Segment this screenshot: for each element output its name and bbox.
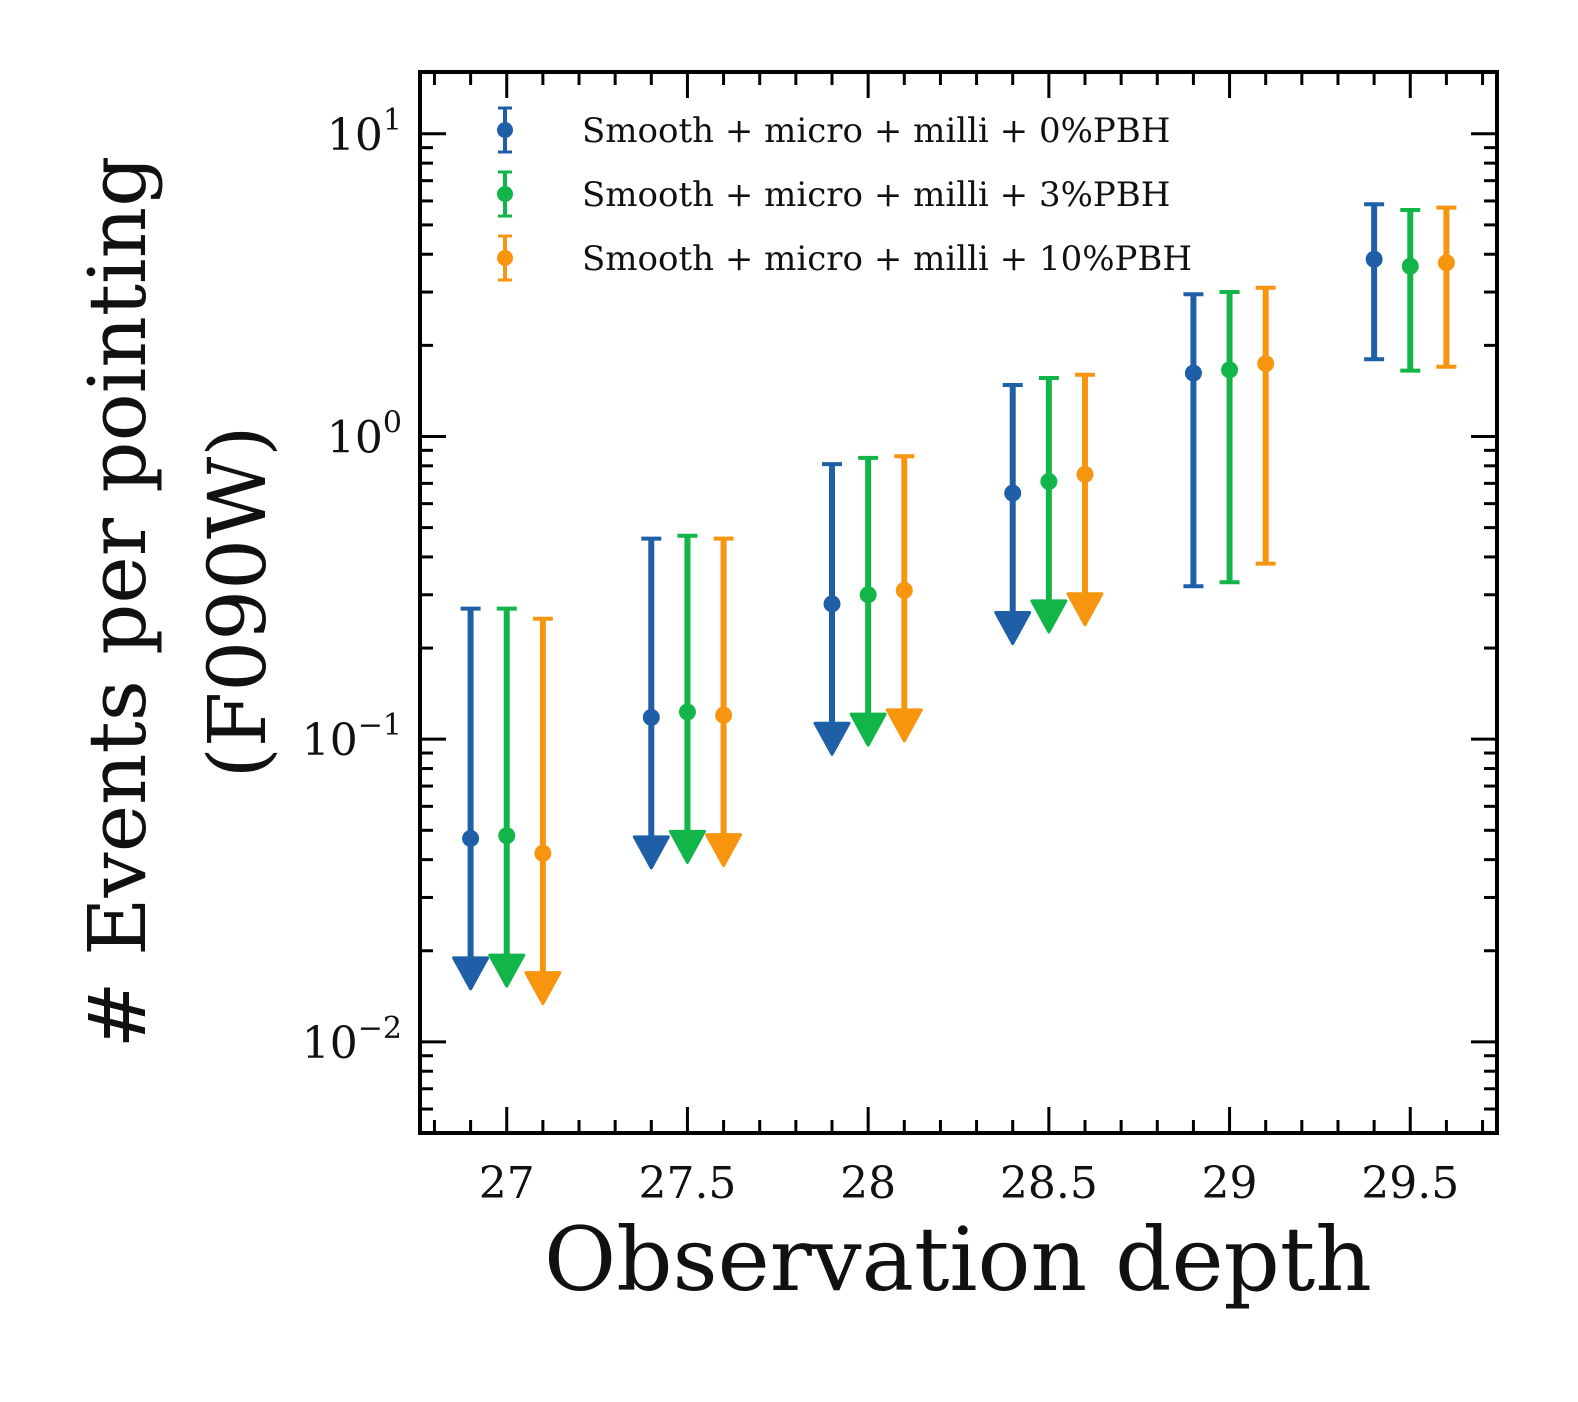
legend-label: Smooth + micro + milli + 0%PBH <box>582 111 1170 151</box>
upper-limit-arrow <box>452 956 490 991</box>
data-point <box>1437 254 1455 272</box>
legend-label: Smooth + micro + milli + 3%PBH <box>582 175 1170 215</box>
series-1 <box>488 208 1421 988</box>
data-point <box>1401 257 1419 275</box>
upper-limit-arrow <box>994 611 1032 646</box>
data-point <box>1184 364 1202 382</box>
x-tick-labels: 27 27.5 28 28.5 29 29.5 <box>479 1158 1460 1209</box>
upper-limit-arrow <box>488 953 526 988</box>
data-point <box>895 581 913 599</box>
data-point <box>823 595 841 613</box>
data-point <box>534 844 552 862</box>
upper-limit-arrow <box>1030 599 1068 634</box>
y-tick-label: 100 <box>327 405 402 463</box>
legend-marker <box>497 122 513 138</box>
data-point <box>1365 250 1383 268</box>
legend-item: Smooth + micro + milli + 3%PBH <box>497 170 1170 218</box>
upper-limit-arrow <box>813 721 851 756</box>
data-point <box>859 586 877 604</box>
y-tick-labels: 101 100 10−1 10−2 <box>302 103 402 1069</box>
axis-ticks <box>420 72 1497 1135</box>
data-point <box>1040 473 1058 491</box>
data-point <box>498 827 516 845</box>
upper-limit-arrow <box>1066 592 1104 627</box>
legend-marker <box>497 186 513 202</box>
data-series <box>452 202 1457 1006</box>
upper-limit-arrow <box>705 833 743 868</box>
y-axis-title-line2: (F090W) <box>191 426 284 779</box>
x-tick-label: 28.5 <box>1000 1158 1098 1209</box>
y-axis-title-line1: # Events per pointing <box>71 156 164 1049</box>
x-tick-label: 27 <box>479 1158 535 1209</box>
legend-marker <box>497 250 513 266</box>
legend-item: Smooth + micro + milli + 10%PBH <box>497 234 1192 282</box>
legend: Smooth + micro + milli + 0%PBH Smooth + m… <box>497 106 1192 282</box>
plot-frame <box>418 70 1499 1135</box>
y-tick-label: 10−2 <box>302 1011 402 1069</box>
data-point <box>1076 465 1094 483</box>
data-point <box>1221 361 1239 379</box>
data-point <box>462 829 480 847</box>
x-axis-title: Observation depth <box>544 1208 1372 1311</box>
legend-label: Smooth + micro + milli + 10%PBH <box>582 239 1192 279</box>
x-tick-label: 29 <box>1202 1158 1258 1209</box>
upper-limit-arrow <box>849 712 887 747</box>
legend-item: Smooth + micro + milli + 0%PBH <box>497 106 1170 154</box>
y-tick-label: 101 <box>327 103 402 161</box>
data-point <box>1004 484 1022 502</box>
data-point <box>678 703 696 721</box>
x-tick-label: 28 <box>840 1158 896 1209</box>
data-point <box>642 708 660 726</box>
series-2 <box>524 205 1457 1006</box>
x-tick-label: 29.5 <box>1361 1158 1459 1209</box>
series-0 <box>452 202 1385 991</box>
data-point <box>1257 355 1275 373</box>
upper-limit-arrow <box>668 829 706 864</box>
upper-limit-arrow <box>524 971 562 1006</box>
y-tick-label: 10−1 <box>302 708 402 766</box>
data-point <box>715 706 733 724</box>
upper-limit-arrow <box>632 835 670 870</box>
upper-limit-arrow <box>885 708 923 743</box>
x-tick-label: 27.5 <box>638 1158 736 1209</box>
